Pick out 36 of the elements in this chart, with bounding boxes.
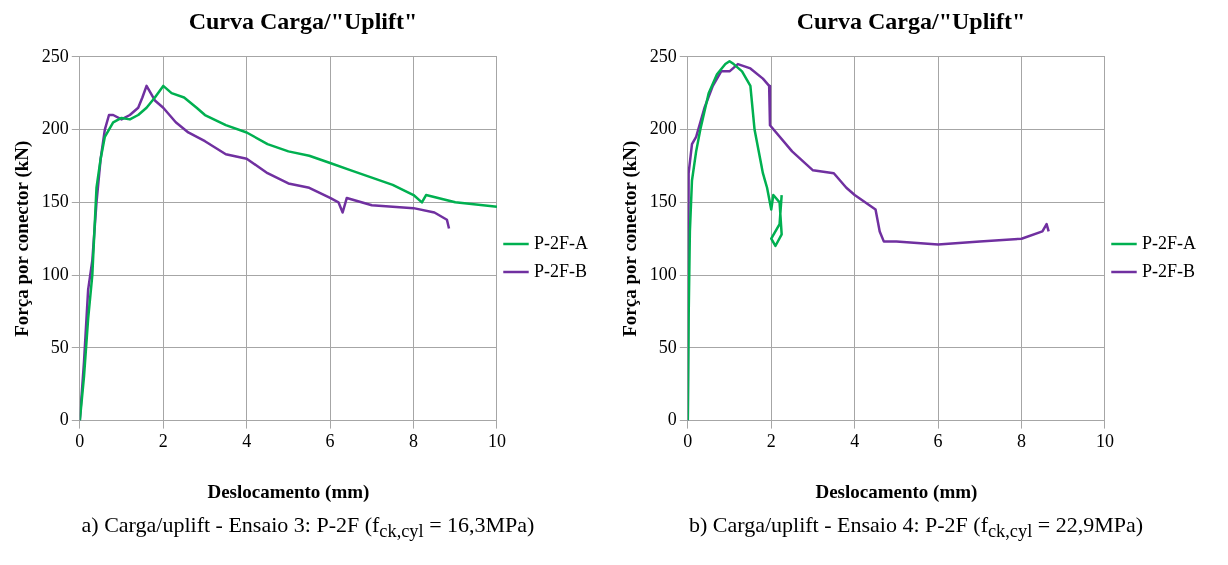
- text: a) Carga/uplift - Ensaio 3: P-2F (f$_{ck,cyl}$ = 16,3MPa): [80, 512, 536, 543]
- legend-label: P-2F-A: [533, 232, 589, 253]
- x-axis-title: Deslocamento (mm): [815, 480, 978, 503]
- y-tick-label: 50: [50, 336, 69, 357]
- x-tick-label: 4: [850, 431, 860, 452]
- x-tick-label: 8: [1017, 431, 1027, 452]
- x-tick-label: 6: [933, 431, 943, 452]
- chart-title: Curva Carga/"Uplift": [188, 7, 418, 34]
- x-tick-label: 0: [683, 431, 693, 452]
- y-tick-label: 150: [41, 191, 69, 212]
- y-axis-title: Força por conector (kN): [11, 140, 34, 337]
- text: b) Carga/uplift - Ensaio 4: P-2F (f$_{ck,cyl}$ = 22,9MPa): [687, 512, 1145, 543]
- y-tick-label: 250: [649, 45, 677, 66]
- y-tick-label: 250: [41, 45, 69, 66]
- y-tick-label: 50: [658, 336, 677, 357]
- legend-label: P-2F-A: [1141, 232, 1197, 253]
- y-tick-label: 0: [667, 409, 677, 430]
- y-axis-title: Força por conector (kN): [619, 140, 642, 337]
- legend-label: P-2F-B: [533, 260, 588, 281]
- x-tick-label: 10: [487, 431, 506, 452]
- x-tick-label: 2: [766, 431, 776, 452]
- y-tick-label: 0: [59, 409, 69, 430]
- chart-title: Curva Carga/"Uplift": [796, 7, 1026, 34]
- x-tick-label: 6: [325, 431, 335, 452]
- x-axis-title: Deslocamento (mm): [207, 480, 370, 503]
- legend-label: P-2F-B: [1141, 260, 1196, 281]
- y-tick-label: 200: [41, 118, 69, 139]
- x-tick-label: 4: [242, 431, 252, 452]
- x-tick-label: 2: [158, 431, 168, 452]
- y-tick-label: 200: [649, 118, 677, 139]
- x-tick-label: 0: [75, 431, 85, 452]
- x-tick-label: 10: [1095, 431, 1114, 452]
- y-tick-label: 150: [649, 191, 677, 212]
- y-tick-label: 100: [41, 263, 69, 284]
- y-tick-label: 100: [649, 263, 677, 284]
- x-tick-label: 8: [409, 431, 419, 452]
